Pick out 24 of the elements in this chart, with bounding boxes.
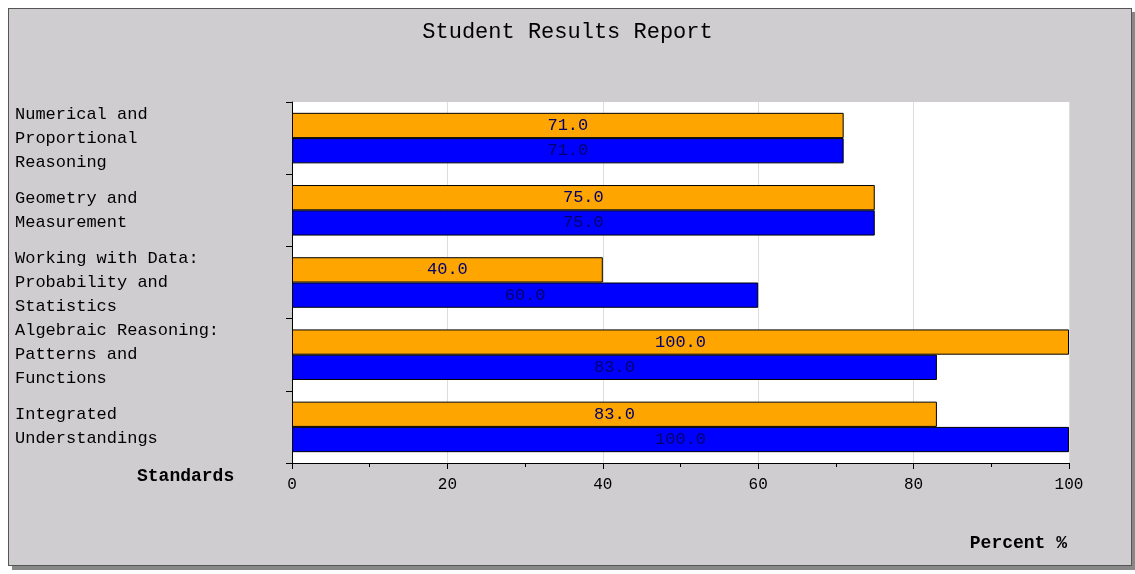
- data-label: 60.0: [504, 285, 546, 305]
- x-tick-label: 100: [1054, 476, 1084, 494]
- y-tick-label: Geometry and Measurement: [15, 188, 148, 232]
- y-tick-label: Algebraic Reasoning: Patterns and Functions: [15, 321, 230, 389]
- x-axis-title: Percent %: [969, 533, 1068, 553]
- y-axis-title: Standards: [137, 466, 235, 486]
- x-tick-label: 60: [748, 476, 768, 494]
- x-tick-label: 0: [287, 476, 297, 494]
- y-tick-label: Working with Data: Probability and Statistics: [15, 249, 209, 316]
- x-tick-label: 20: [437, 476, 457, 494]
- data-label: 100.0: [654, 430, 707, 450]
- data-label: 71.0: [547, 141, 589, 161]
- y-tick-label: Integrated Understandings: [15, 405, 158, 449]
- chart-title: Student Results Report: [422, 19, 713, 45]
- x-tick-label: 40: [593, 476, 613, 494]
- data-label: 83.0: [594, 357, 635, 377]
- x-tick-label: 80: [904, 476, 924, 494]
- data-label: 71.0: [547, 115, 589, 135]
- data-label: 100.0: [654, 332, 707, 352]
- data-label: 83.0: [594, 404, 635, 424]
- data-label: 75.0: [562, 188, 604, 208]
- data-label: 75.0: [562, 213, 604, 233]
- data-label: 40.0: [426, 260, 468, 280]
- y-tick-label: Numerical and Proportional Reasoning: [15, 104, 158, 172]
